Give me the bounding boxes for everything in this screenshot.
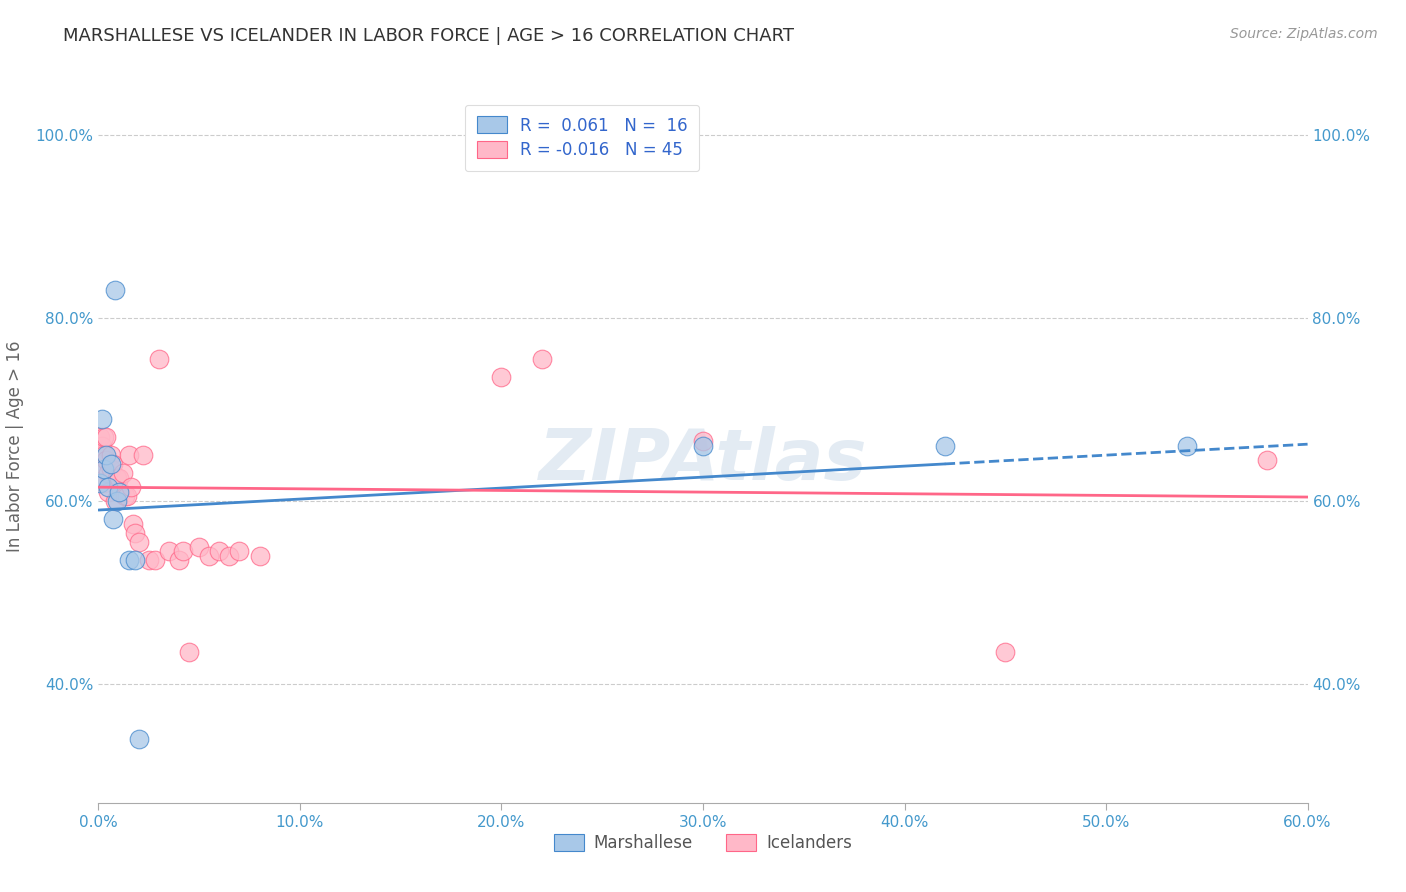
Point (218, 549, 240, 563)
Point (120, 480, 142, 494)
Point (167, 553, 190, 567)
Point (111, 467, 134, 481)
Point (91, 458, 114, 472)
Point (93, 462, 115, 476)
Point (530, 352, 553, 367)
Point (97, 467, 120, 481)
Point (143, 553, 166, 567)
Point (114, 489, 136, 503)
Point (101, 458, 124, 472)
Point (89, 430, 111, 444)
Point (132, 448, 155, 462)
Point (91, 439, 114, 453)
Point (124, 553, 146, 567)
Point (107, 471, 129, 485)
Point (105, 471, 128, 485)
Point (89, 475, 111, 490)
Point (100, 448, 122, 462)
Point (491, 370, 513, 384)
Point (994, 645, 1017, 659)
Point (157, 544, 180, 558)
Point (97, 484, 120, 499)
Point (934, 439, 956, 453)
Legend: Marshallese, Icelanders: Marshallese, Icelanders (547, 827, 859, 859)
Point (100, 458, 122, 472)
Point (1256, 452, 1278, 467)
Point (228, 544, 250, 558)
Point (110, 484, 132, 499)
Point (89, 448, 111, 462)
Point (93, 448, 115, 462)
Point (96, 452, 118, 467)
Point (128, 535, 150, 549)
Point (692, 434, 714, 449)
Point (93, 475, 115, 490)
Point (115, 489, 138, 503)
Point (124, 525, 146, 540)
Text: MARSHALLESE VS ICELANDER IN LABOR FORCE | AGE > 16 CORRELATION CHART: MARSHALLESE VS ICELANDER IN LABOR FORCE … (63, 27, 794, 45)
Text: Source: ZipAtlas.com: Source: ZipAtlas.com (1230, 27, 1378, 41)
Point (103, 284, 125, 298)
Point (107, 484, 129, 499)
Point (249, 549, 271, 563)
Point (121, 516, 143, 531)
Y-axis label: In Labor Force | Age > 16: In Labor Force | Age > 16 (7, 340, 24, 552)
Point (91, 411, 114, 425)
Point (93, 430, 115, 444)
Point (692, 439, 714, 453)
Point (208, 544, 231, 558)
Point (172, 544, 194, 558)
Point (148, 352, 170, 367)
Point (138, 553, 160, 567)
Point (96, 448, 118, 462)
Point (179, 645, 201, 659)
Point (97, 480, 120, 494)
Point (96, 430, 118, 444)
Text: ZIPAtlas: ZIPAtlas (538, 425, 868, 495)
Point (198, 549, 221, 563)
Point (101, 512, 124, 526)
Point (118, 448, 141, 462)
Point (105, 494, 128, 508)
Point (1175, 439, 1198, 453)
Point (128, 731, 150, 746)
Point (100, 462, 122, 476)
Point (103, 494, 125, 508)
Point (188, 540, 211, 554)
Point (118, 553, 141, 567)
